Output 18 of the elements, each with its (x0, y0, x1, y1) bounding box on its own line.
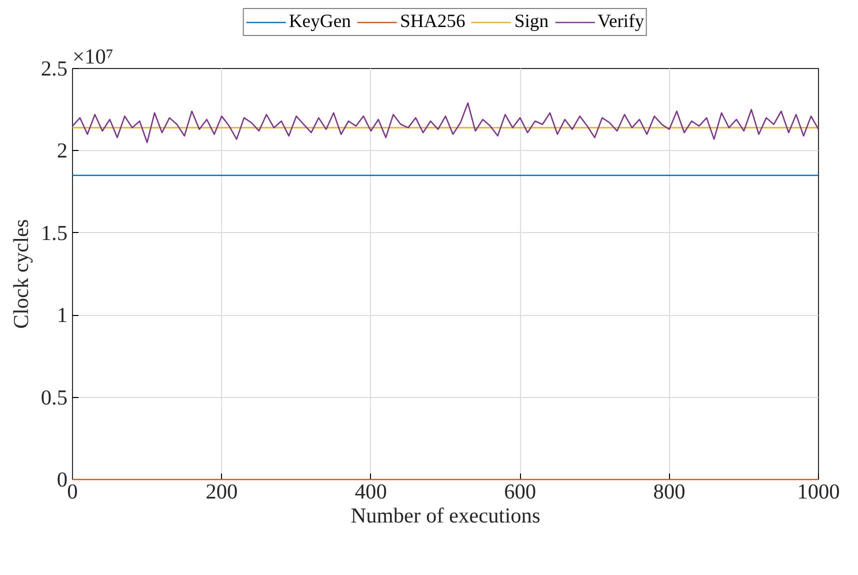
legend-label: Sign (514, 11, 549, 33)
legend-label: SHA256 (400, 11, 466, 33)
legend-label: Verify (598, 11, 644, 33)
line-series (72, 102, 820, 144)
x-tick-label: 400 (354, 480, 387, 504)
x-tick-label: 600 (504, 480, 536, 504)
annotation: ×10⁷ (72, 44, 114, 68)
y-tick-label: 0.5 (40, 385, 68, 410)
y-tick-label: 1.5 (40, 220, 68, 245)
legend-label: KeyGen (288, 11, 352, 33)
y-tick-label: 1 (56, 303, 68, 328)
x-tick-label: 1000 (797, 480, 840, 504)
x-tick-label: 800 (653, 480, 686, 504)
y-tick-label: 2 (56, 138, 68, 163)
x-axis-title: Number of executions (350, 504, 540, 528)
y-tick-label: 2.5 (40, 56, 68, 80)
y-axis-title: Clock cycles (8, 219, 33, 329)
x-tick-label: 200 (206, 480, 238, 504)
